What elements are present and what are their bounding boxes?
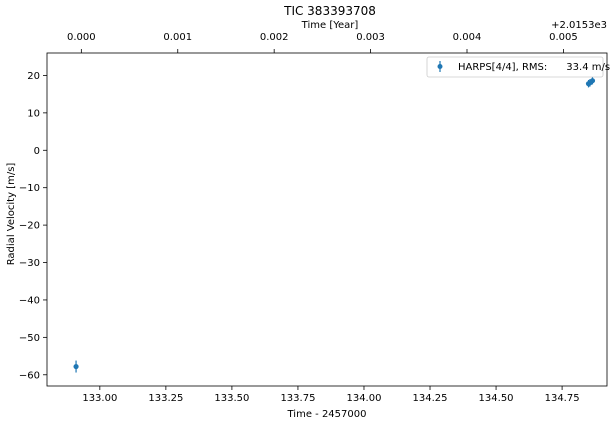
top-x-tick-label: 0.004 bbox=[453, 32, 482, 43]
y-tick-label: −50 bbox=[19, 333, 40, 344]
x-tick-label: 134.75 bbox=[545, 393, 580, 404]
top-x-tick-label: 0.005 bbox=[549, 32, 578, 43]
top-x-offset-text: +2.0153e3 bbox=[551, 20, 607, 31]
chart-title: TIC 383393708 bbox=[283, 4, 376, 18]
top-x-axis-ticks: 0.000 0.001 0.002 0.003 0.004 0.005 bbox=[67, 32, 578, 53]
top-x-axis-label: Time [Year] bbox=[301, 20, 359, 31]
legend-marker bbox=[437, 64, 443, 69]
x-tick-label: 133.00 bbox=[82, 393, 117, 404]
y-axis-label: Radial Velocity [m/s] bbox=[6, 163, 17, 266]
data-point bbox=[73, 363, 79, 370]
y-tick-label: 0 bbox=[34, 146, 40, 157]
data-series bbox=[73, 76, 596, 373]
x-tick-label: 133.50 bbox=[214, 393, 249, 404]
data-point bbox=[589, 78, 596, 84]
y-tick-label: −30 bbox=[19, 258, 40, 269]
y-axis-ticks: 20 10 0 −10 −20 −30 −40 −50 −60 bbox=[19, 71, 47, 381]
x-tick-label: 133.75 bbox=[280, 393, 315, 404]
legend-box bbox=[426, 56, 604, 78]
x-axis-label: Time - 2457000 bbox=[287, 409, 367, 420]
y-tick-label: −20 bbox=[19, 221, 40, 232]
plot-frame bbox=[46, 52, 608, 387]
top-x-tick-label: 0.003 bbox=[356, 32, 385, 43]
x-tick-label: 133.25 bbox=[148, 393, 183, 404]
y-tick-label: 10 bbox=[27, 108, 40, 119]
top-x-tick-label: 0.002 bbox=[260, 32, 289, 43]
y-tick-label: −40 bbox=[19, 295, 40, 306]
x-tick-label: 134.50 bbox=[479, 393, 514, 404]
legend: HARPS[4/4], RMS: 33.4 m/s bbox=[426, 56, 610, 78]
legend-entry-label: HARPS[4/4], RMS: 33.4 m/s bbox=[458, 62, 610, 73]
x-tick-label: 134.25 bbox=[413, 393, 448, 404]
x-tick-label: 134.00 bbox=[346, 393, 381, 404]
y-tick-label: −60 bbox=[19, 370, 40, 381]
y-tick-label: −10 bbox=[19, 183, 40, 194]
y-tick-label: 20 bbox=[27, 71, 40, 82]
x-axis-ticks: 133.00 133.25 133.50 133.75 134.00 134.25 134.… bbox=[82, 386, 580, 404]
top-x-tick-label: 0.001 bbox=[163, 32, 192, 43]
top-x-tick-label: 0.000 bbox=[67, 32, 96, 43]
